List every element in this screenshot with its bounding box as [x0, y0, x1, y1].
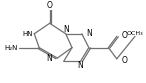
- Text: N: N: [63, 25, 69, 34]
- Text: N: N: [78, 61, 83, 70]
- Text: H₂N: H₂N: [4, 45, 18, 51]
- Text: O: O: [122, 31, 128, 40]
- Text: O: O: [47, 1, 53, 10]
- Text: N: N: [47, 54, 52, 63]
- Text: N: N: [86, 29, 92, 38]
- Text: OCH₃: OCH₃: [127, 31, 143, 36]
- Text: HN: HN: [23, 31, 33, 37]
- Text: O: O: [122, 56, 128, 65]
